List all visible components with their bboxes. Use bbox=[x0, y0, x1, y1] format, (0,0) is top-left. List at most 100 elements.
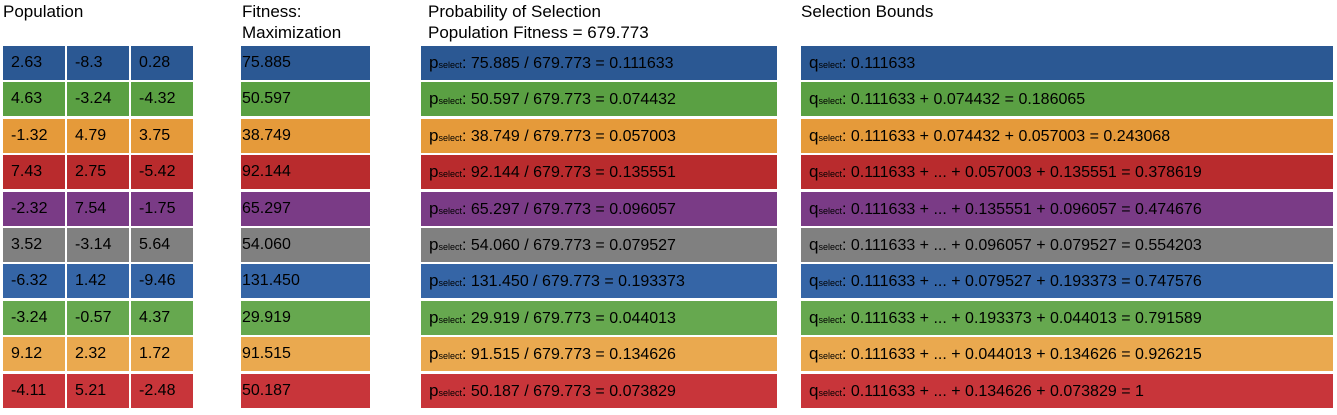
population-gene-cell: 0.28 bbox=[131, 46, 193, 80]
probability-text: : 131.450 / 679.773 = 0.193373 bbox=[461, 273, 685, 290]
q-subscript: select bbox=[818, 206, 842, 216]
population-gene-cell: 2.75 bbox=[67, 155, 129, 189]
p-symbol: p bbox=[429, 271, 439, 290]
bound-text: : 0.111633 + ... + 0.044013 + 0.134626 =… bbox=[841, 346, 1202, 363]
p-symbol: p bbox=[429, 344, 439, 363]
q-subscript: select bbox=[818, 351, 842, 361]
p-symbol: p bbox=[429, 235, 439, 254]
bound-text: : 0.111633 + 0.074432 = 0.186065 bbox=[841, 91, 1086, 108]
bounds-header: Selection Bounds bbox=[801, 2, 934, 21]
bound-cell: qselect: 0.111633 + ... + 0.096057 + 0.0… bbox=[801, 228, 1333, 262]
probability-text: : 50.187 / 679.773 = 0.073829 bbox=[461, 383, 676, 400]
fitness-cell: 38.749 bbox=[241, 119, 370, 153]
bound-cell: qselect: 0.111633 + 0.074432 + 0.057003 … bbox=[801, 119, 1333, 153]
probability-text: : 92.144 / 679.773 = 0.135551 bbox=[461, 164, 676, 181]
p-subscript: select bbox=[438, 278, 462, 288]
q-symbol: q bbox=[809, 53, 819, 72]
probability-text: : 29.919 / 679.773 = 0.044013 bbox=[461, 310, 676, 327]
probability-cell: pselect: 92.144 / 679.773 = 0.135551 bbox=[421, 155, 777, 189]
q-subscript: select bbox=[818, 60, 842, 70]
population-gene-cell: -2.32 bbox=[3, 192, 65, 226]
fitness-cell: 29.919 bbox=[241, 301, 370, 335]
fitness-cell: 92.144 bbox=[241, 155, 370, 189]
q-symbol: q bbox=[809, 271, 819, 290]
q-symbol: q bbox=[809, 89, 819, 108]
bound-text: : 0.111633 + ... + 0.096057 + 0.079527 =… bbox=[841, 237, 1202, 254]
population-gene-cell: -3.24 bbox=[67, 82, 129, 116]
p-subscript: select bbox=[438, 60, 462, 70]
p-symbol: p bbox=[429, 89, 439, 108]
probability-text: : 91.515 / 679.773 = 0.134626 bbox=[461, 346, 676, 363]
p-symbol: p bbox=[429, 381, 439, 400]
p-symbol: p bbox=[429, 162, 439, 181]
bound-text: : 0.111633 + 0.074432 + 0.057003 = 0.243… bbox=[841, 128, 1171, 145]
bound-text: : 0.111633 + ... + 0.134626 + 0.073829 =… bbox=[841, 383, 1144, 400]
probability-text: : 38.749 / 679.773 = 0.057003 bbox=[461, 128, 676, 145]
population-gene-cell: 4.63 bbox=[3, 82, 65, 116]
probability-header: Probability of Selection Population Fitn… bbox=[428, 1, 649, 43]
population-gene-cell: -6.32 bbox=[3, 264, 65, 298]
bound-text: : 0.111633 + ... + 0.135551 + 0.096057 =… bbox=[841, 201, 1202, 218]
probability-cell: pselect: 54.060 / 679.773 = 0.079527 bbox=[421, 228, 777, 262]
bound-text: : 0.111633 + ... + 0.079527 + 0.193373 =… bbox=[841, 273, 1202, 290]
probability-header-line1: Probability of Selection bbox=[428, 2, 601, 21]
q-symbol: q bbox=[809, 344, 819, 363]
probability-text: : 54.060 / 679.773 = 0.079527 bbox=[461, 237, 676, 254]
probability-text: : 75.885 / 679.773 = 0.111633 bbox=[461, 55, 674, 72]
probability-cell: pselect: 50.597 / 679.773 = 0.074432 bbox=[421, 82, 777, 116]
probability-header-line2: Population Fitness = 679.773 bbox=[428, 23, 649, 42]
p-subscript: select bbox=[438, 133, 462, 143]
population-gene-cell: -3.24 bbox=[3, 301, 65, 335]
p-subscript: select bbox=[438, 242, 462, 252]
fitness-header-line1: Fitness: bbox=[242, 2, 302, 21]
q-symbol: q bbox=[809, 235, 819, 254]
population-gene-cell: -8.3 bbox=[67, 46, 129, 80]
q-symbol: q bbox=[809, 199, 819, 218]
fitness-cell: 91.515 bbox=[241, 337, 370, 371]
probability-cell: pselect: 50.187 / 679.773 = 0.073829 bbox=[421, 374, 777, 408]
population-gene-cell: 4.79 bbox=[67, 119, 129, 153]
fitness-cell: 131.450 bbox=[241, 264, 370, 298]
fitness-cell: 54.060 bbox=[241, 228, 370, 262]
population-gene-cell: 5.21 bbox=[67, 374, 129, 408]
population-gene-cell: -1.75 bbox=[131, 192, 193, 226]
probability-text: : 65.297 / 679.773 = 0.096057 bbox=[461, 201, 676, 218]
probability-cell: pselect: 91.515 / 679.773 = 0.134626 bbox=[421, 337, 777, 371]
q-subscript: select bbox=[818, 133, 842, 143]
q-symbol: q bbox=[809, 126, 819, 145]
population-gene-cell: -4.32 bbox=[131, 82, 193, 116]
q-symbol: q bbox=[809, 381, 819, 400]
bound-text: : 0.111633 + ... + 0.193373 + 0.044013 =… bbox=[841, 310, 1202, 327]
population-header: Population bbox=[3, 2, 84, 21]
population-gene-cell: -1.32 bbox=[3, 119, 65, 153]
population-gene-cell: 1.42 bbox=[67, 264, 129, 298]
q-symbol: q bbox=[809, 308, 819, 327]
p-subscript: select bbox=[438, 206, 462, 216]
p-symbol: p bbox=[429, 199, 439, 218]
q-symbol: q bbox=[809, 162, 819, 181]
probability-cell: pselect: 75.885 / 679.773 = 0.111633 bbox=[421, 46, 777, 80]
p-subscript: select bbox=[438, 169, 462, 179]
population-gene-cell: 3.52 bbox=[3, 228, 65, 262]
q-subscript: select bbox=[818, 388, 842, 398]
p-subscript: select bbox=[438, 96, 462, 106]
bound-cell: qselect: 0.111633 + ... + 0.044013 + 0.1… bbox=[801, 337, 1333, 371]
population-gene-cell: 9.12 bbox=[3, 337, 65, 371]
bound-cell: qselect: 0.111633 + ... + 0.193373 + 0.0… bbox=[801, 301, 1333, 335]
population-gene-cell: -9.46 bbox=[131, 264, 193, 298]
probability-cell: pselect: 131.450 / 679.773 = 0.193373 bbox=[421, 264, 777, 298]
population-gene-cell: 2.32 bbox=[67, 337, 129, 371]
bound-cell: qselect: 0.111633 + ... + 0.057003 + 0.1… bbox=[801, 155, 1333, 189]
p-subscript: select bbox=[438, 351, 462, 361]
p-symbol: p bbox=[429, 53, 439, 72]
p-subscript: select bbox=[438, 315, 462, 325]
bound-text: : 0.111633 bbox=[841, 55, 916, 72]
q-subscript: select bbox=[818, 242, 842, 252]
bound-text: : 0.111633 + ... + 0.057003 + 0.135551 =… bbox=[841, 164, 1202, 181]
fitness-cell: 75.885 bbox=[241, 46, 370, 80]
q-subscript: select bbox=[818, 96, 842, 106]
population-gene-cell: 5.64 bbox=[131, 228, 193, 262]
bound-cell: qselect: 0.111633 bbox=[801, 46, 1333, 80]
fitness-cell: 65.297 bbox=[241, 192, 370, 226]
population-gene-cell: -2.48 bbox=[131, 374, 193, 408]
